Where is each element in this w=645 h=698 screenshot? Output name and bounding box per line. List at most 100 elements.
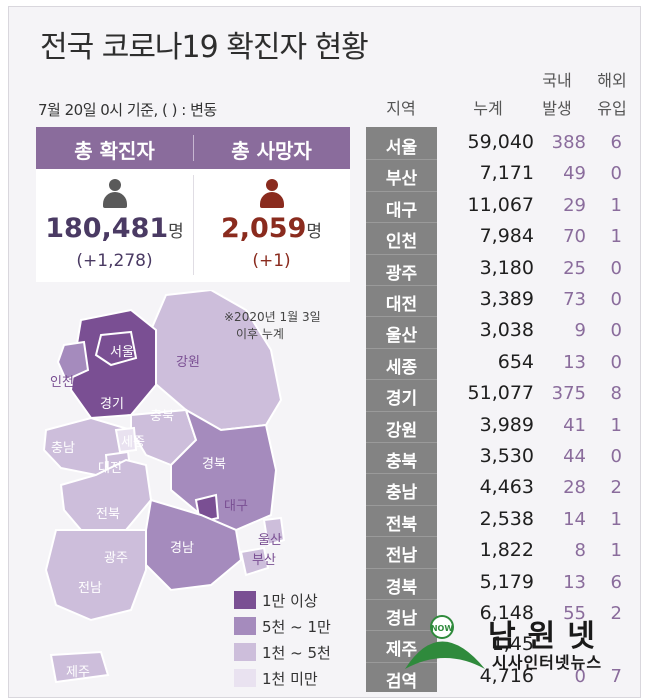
body-divider xyxy=(193,175,194,275)
table-row: 대구 11,067 29 1 xyxy=(366,191,638,222)
legend-swatch xyxy=(234,669,256,687)
region-cell: 인천 xyxy=(385,232,418,253)
note-line-1: ※2020년 1월 3일 xyxy=(224,310,321,324)
region-cell: 광주 xyxy=(385,263,418,284)
total-cell: 51,077 xyxy=(467,382,534,405)
row-divider xyxy=(366,661,437,663)
table-row: 부산 7,171 49 0 xyxy=(366,159,638,190)
label-sejong: 세종 xyxy=(121,435,145,450)
region-cell: 경북 xyxy=(385,577,418,598)
table-row: 검역 4,716 0 7 xyxy=(366,662,638,693)
row-divider xyxy=(366,442,437,443)
imported-cell: 1 xyxy=(610,540,622,562)
header-domestic-line2: 발생 xyxy=(542,99,572,118)
imported-cell: 1 xyxy=(610,194,622,216)
row-divider xyxy=(366,190,437,192)
legend-swatch xyxy=(234,643,256,661)
domestic-cell: 388 xyxy=(551,132,586,153)
legend-label: 1천 미만 xyxy=(262,670,318,688)
imported-cell: 0 xyxy=(610,320,622,342)
total-cell: 654 xyxy=(497,350,534,373)
brand-logo: NOW 남원넷 시사인터넷뉴스 xyxy=(400,605,640,697)
deaths-total: 2,059명 xyxy=(193,213,350,244)
confirmed-label: 총 확진자 xyxy=(74,139,155,163)
header-region: 지역 xyxy=(386,99,416,118)
row-divider xyxy=(366,599,437,600)
label-ulsan: 울산 xyxy=(258,533,282,548)
label-chungbuk: 충북 xyxy=(150,409,174,424)
legend-swatch xyxy=(234,617,256,635)
legend-swatch xyxy=(234,591,256,609)
logo-brand: 남원넷 xyxy=(488,619,607,654)
header-total: 누계 xyxy=(473,99,503,118)
imported-cell: 0 xyxy=(610,289,622,310)
row-divider xyxy=(366,410,437,412)
domestic-cell: 375 xyxy=(551,383,586,405)
table-row: 인천 7,984 70 1 xyxy=(366,222,638,253)
region-cell: 전북 xyxy=(385,514,418,535)
deaths-label: 총 사망자 xyxy=(231,139,312,163)
header-domestic-line1: 국내 xyxy=(542,71,572,90)
deaths-unit: 명 xyxy=(306,222,323,242)
label-chungnam: 충남 xyxy=(51,441,75,456)
summary-box: 총 확진자 총 사망자 180,481명 2,059명 (+1,278) (+1… xyxy=(36,127,350,282)
region-cell: 강원 xyxy=(385,420,418,441)
row-divider xyxy=(366,630,437,632)
domestic-cell: 44 xyxy=(563,446,586,467)
label-jeonbuk: 전북 xyxy=(96,507,120,522)
imported-cell: 7 xyxy=(610,665,622,687)
table-row: 서울 59,040 388 6 xyxy=(366,128,638,159)
korea-map: 서울 경기 세종 충남 대전 전북 광주 전남 경북 경남 충북 제주 인천 강… xyxy=(42,290,286,684)
confirmed-unit: 명 xyxy=(168,222,184,242)
subtitle: 7월 20일 0시 기준, ( ) : 변동 xyxy=(38,101,217,119)
label-daegu: 대구 xyxy=(224,499,248,514)
row-divider xyxy=(366,347,437,349)
table-row: 대전 3,389 73 0 xyxy=(366,285,638,316)
deaths-delta: (+1) xyxy=(252,251,291,271)
table-row: 충북 3,530 44 0 xyxy=(366,442,638,473)
total-cell: 11,067 xyxy=(467,193,534,216)
map-ulsan xyxy=(262,516,286,547)
total-cell: 59,040 xyxy=(467,131,534,153)
label-daejeon: 대전 xyxy=(98,461,122,476)
header-imported-line1: 해외 xyxy=(597,71,627,90)
domestic-cell: 8 xyxy=(574,540,586,562)
header-divider xyxy=(193,135,194,161)
region-cell: 울산 xyxy=(385,326,418,347)
domestic-cell: 55 xyxy=(563,603,586,624)
table-row: 제주 1,45 xyxy=(366,630,638,661)
row-divider xyxy=(366,379,437,381)
person-icon-deaths xyxy=(260,179,284,209)
header-imported: 해외 유입 xyxy=(590,70,634,120)
domestic-cell: 13 xyxy=(563,351,586,373)
deaths-value: 2,059 xyxy=(220,213,307,244)
note-line-2: 이후 누계 xyxy=(236,327,284,341)
region-cell: 충남 xyxy=(385,483,418,504)
domestic-cell: 29 xyxy=(563,194,586,216)
table-row: 광주 3,180 25 0 xyxy=(366,254,638,285)
domestic-cell: 70 xyxy=(563,226,586,248)
domestic-cell: 13 xyxy=(563,571,586,593)
domestic-cell: 14 xyxy=(563,508,586,530)
table-row: 전남 1,822 8 1 xyxy=(366,536,638,567)
region-cell: 경남 xyxy=(385,609,418,629)
imported-cell: 0 xyxy=(610,351,622,373)
cumulative-note: ※2020년 1월 3일 이후 누계 xyxy=(224,309,321,343)
table-row: 전북 2,538 14 1 xyxy=(366,505,638,536)
map-incheon xyxy=(56,340,90,382)
imported-cell: 0 xyxy=(610,257,622,279)
total-cell: 3,389 xyxy=(479,288,534,310)
imported-cell: 1 xyxy=(610,226,622,248)
total-cell: 6,148 xyxy=(479,602,534,624)
domestic-cell: 25 xyxy=(563,257,586,279)
person-icon-confirmed xyxy=(103,179,127,209)
domestic-cell: 28 xyxy=(563,477,586,499)
row-divider xyxy=(366,567,437,569)
label-busan: 부산 xyxy=(252,553,276,568)
imported-cell: 2 xyxy=(610,477,622,499)
label-gyeongbuk: 경북 xyxy=(202,457,226,472)
label-gyeongnam: 경남 xyxy=(170,541,194,556)
imported-cell: 6 xyxy=(610,571,622,593)
total-cell: 7,171 xyxy=(479,162,534,185)
map-seoul xyxy=(94,330,138,367)
